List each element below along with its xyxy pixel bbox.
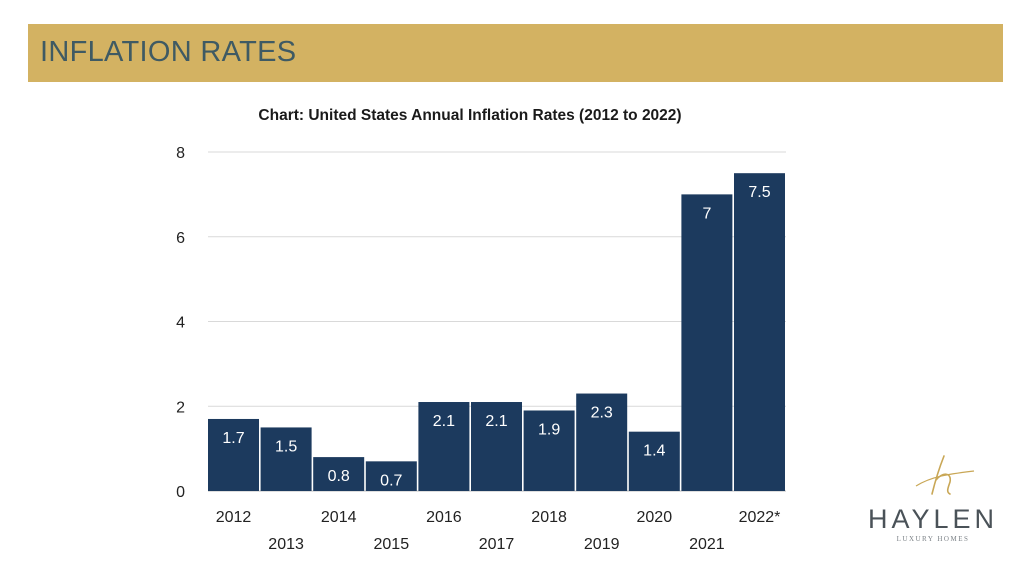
bar-value-label: 1.9 xyxy=(538,421,560,438)
bar-value-label: 2.3 xyxy=(591,405,613,422)
y-axis-ticks: 0 2 4 6 8 xyxy=(176,145,185,501)
logo-name: HAYLEN xyxy=(867,504,999,534)
bar-value-label: 0.8 xyxy=(328,468,350,485)
bar-value-label: 1.4 xyxy=(643,443,665,460)
header-band: INFLATION RATES xyxy=(28,24,1003,82)
x-tick-label: 2017 xyxy=(479,536,515,553)
haylen-logo: HAYLEN LUXURY HOMES xyxy=(850,452,1020,552)
bar-value-label: 1.7 xyxy=(222,430,244,447)
page-title: INFLATION RATES xyxy=(40,36,297,68)
bar-2022* xyxy=(734,173,785,491)
bar-2021 xyxy=(681,194,733,491)
bar-value-label: 7 xyxy=(702,205,711,222)
x-tick-label: 2015 xyxy=(374,536,410,553)
y-tick-label: 4 xyxy=(176,315,185,332)
y-tick-label: 2 xyxy=(176,399,185,416)
bars xyxy=(208,173,785,491)
bar-value-label: 0.7 xyxy=(380,472,402,489)
bar-2019 xyxy=(576,393,628,491)
bar-value-label: 7.5 xyxy=(748,184,770,201)
bar-value-label: 1.5 xyxy=(275,438,297,455)
bar-value-label: 2.1 xyxy=(485,413,507,430)
bar-2014 xyxy=(313,457,365,491)
x-tick-label: 2012 xyxy=(216,509,252,526)
haylen-h-script-icon xyxy=(915,455,975,495)
bar-2020 xyxy=(628,431,680,491)
x-tick-label: 2019 xyxy=(584,536,620,553)
bar-2017 xyxy=(471,402,522,491)
x-tick-label: 2014 xyxy=(321,509,357,526)
y-tick-label: 0 xyxy=(176,484,185,501)
x-tick-label: 2016 xyxy=(426,509,462,526)
x-tick-label: 2022* xyxy=(739,509,781,526)
bar-2015 xyxy=(365,461,417,491)
logo-tagline: LUXURY HOMES xyxy=(896,535,970,543)
x-axis-ticks: 2012 2013 2014 2015 2016 2017 2018 2019 2020 2021… xyxy=(216,509,781,553)
bar-2016 xyxy=(418,402,470,491)
bar-2013 xyxy=(260,427,312,491)
x-tick-label: 2013 xyxy=(268,536,304,553)
y-tick-label: 8 xyxy=(176,145,185,162)
bar-value-label: 2.1 xyxy=(433,413,455,430)
y-tick-label: 6 xyxy=(176,230,185,247)
x-tick-label: 2020 xyxy=(637,509,673,526)
x-tick-label: 2021 xyxy=(689,536,725,553)
bar-2018 xyxy=(523,410,575,491)
x-tick-label: 2018 xyxy=(531,509,567,526)
bar-2012 xyxy=(208,418,259,491)
bar-value-labels: 1.7 1.5 0.8 0.7 2.1 2.1 1.9 2.3 1.4 7 7.5 xyxy=(222,184,770,489)
chart-title: Chart: United States Annual Inflation Ra… xyxy=(258,107,681,124)
